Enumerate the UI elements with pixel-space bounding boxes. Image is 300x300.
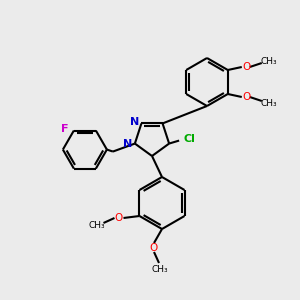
Text: CH₃: CH₃ <box>260 58 277 67</box>
Text: CH₃: CH₃ <box>88 220 105 230</box>
Text: N: N <box>130 117 139 128</box>
Text: O: O <box>150 243 158 253</box>
Text: CH₃: CH₃ <box>152 266 168 274</box>
Text: O: O <box>243 62 251 72</box>
Text: F: F <box>61 124 69 134</box>
Text: Cl: Cl <box>183 134 195 144</box>
Text: O: O <box>114 213 123 223</box>
Text: CH₃: CH₃ <box>260 98 277 107</box>
Text: O: O <box>243 92 251 102</box>
Text: N: N <box>123 139 133 148</box>
